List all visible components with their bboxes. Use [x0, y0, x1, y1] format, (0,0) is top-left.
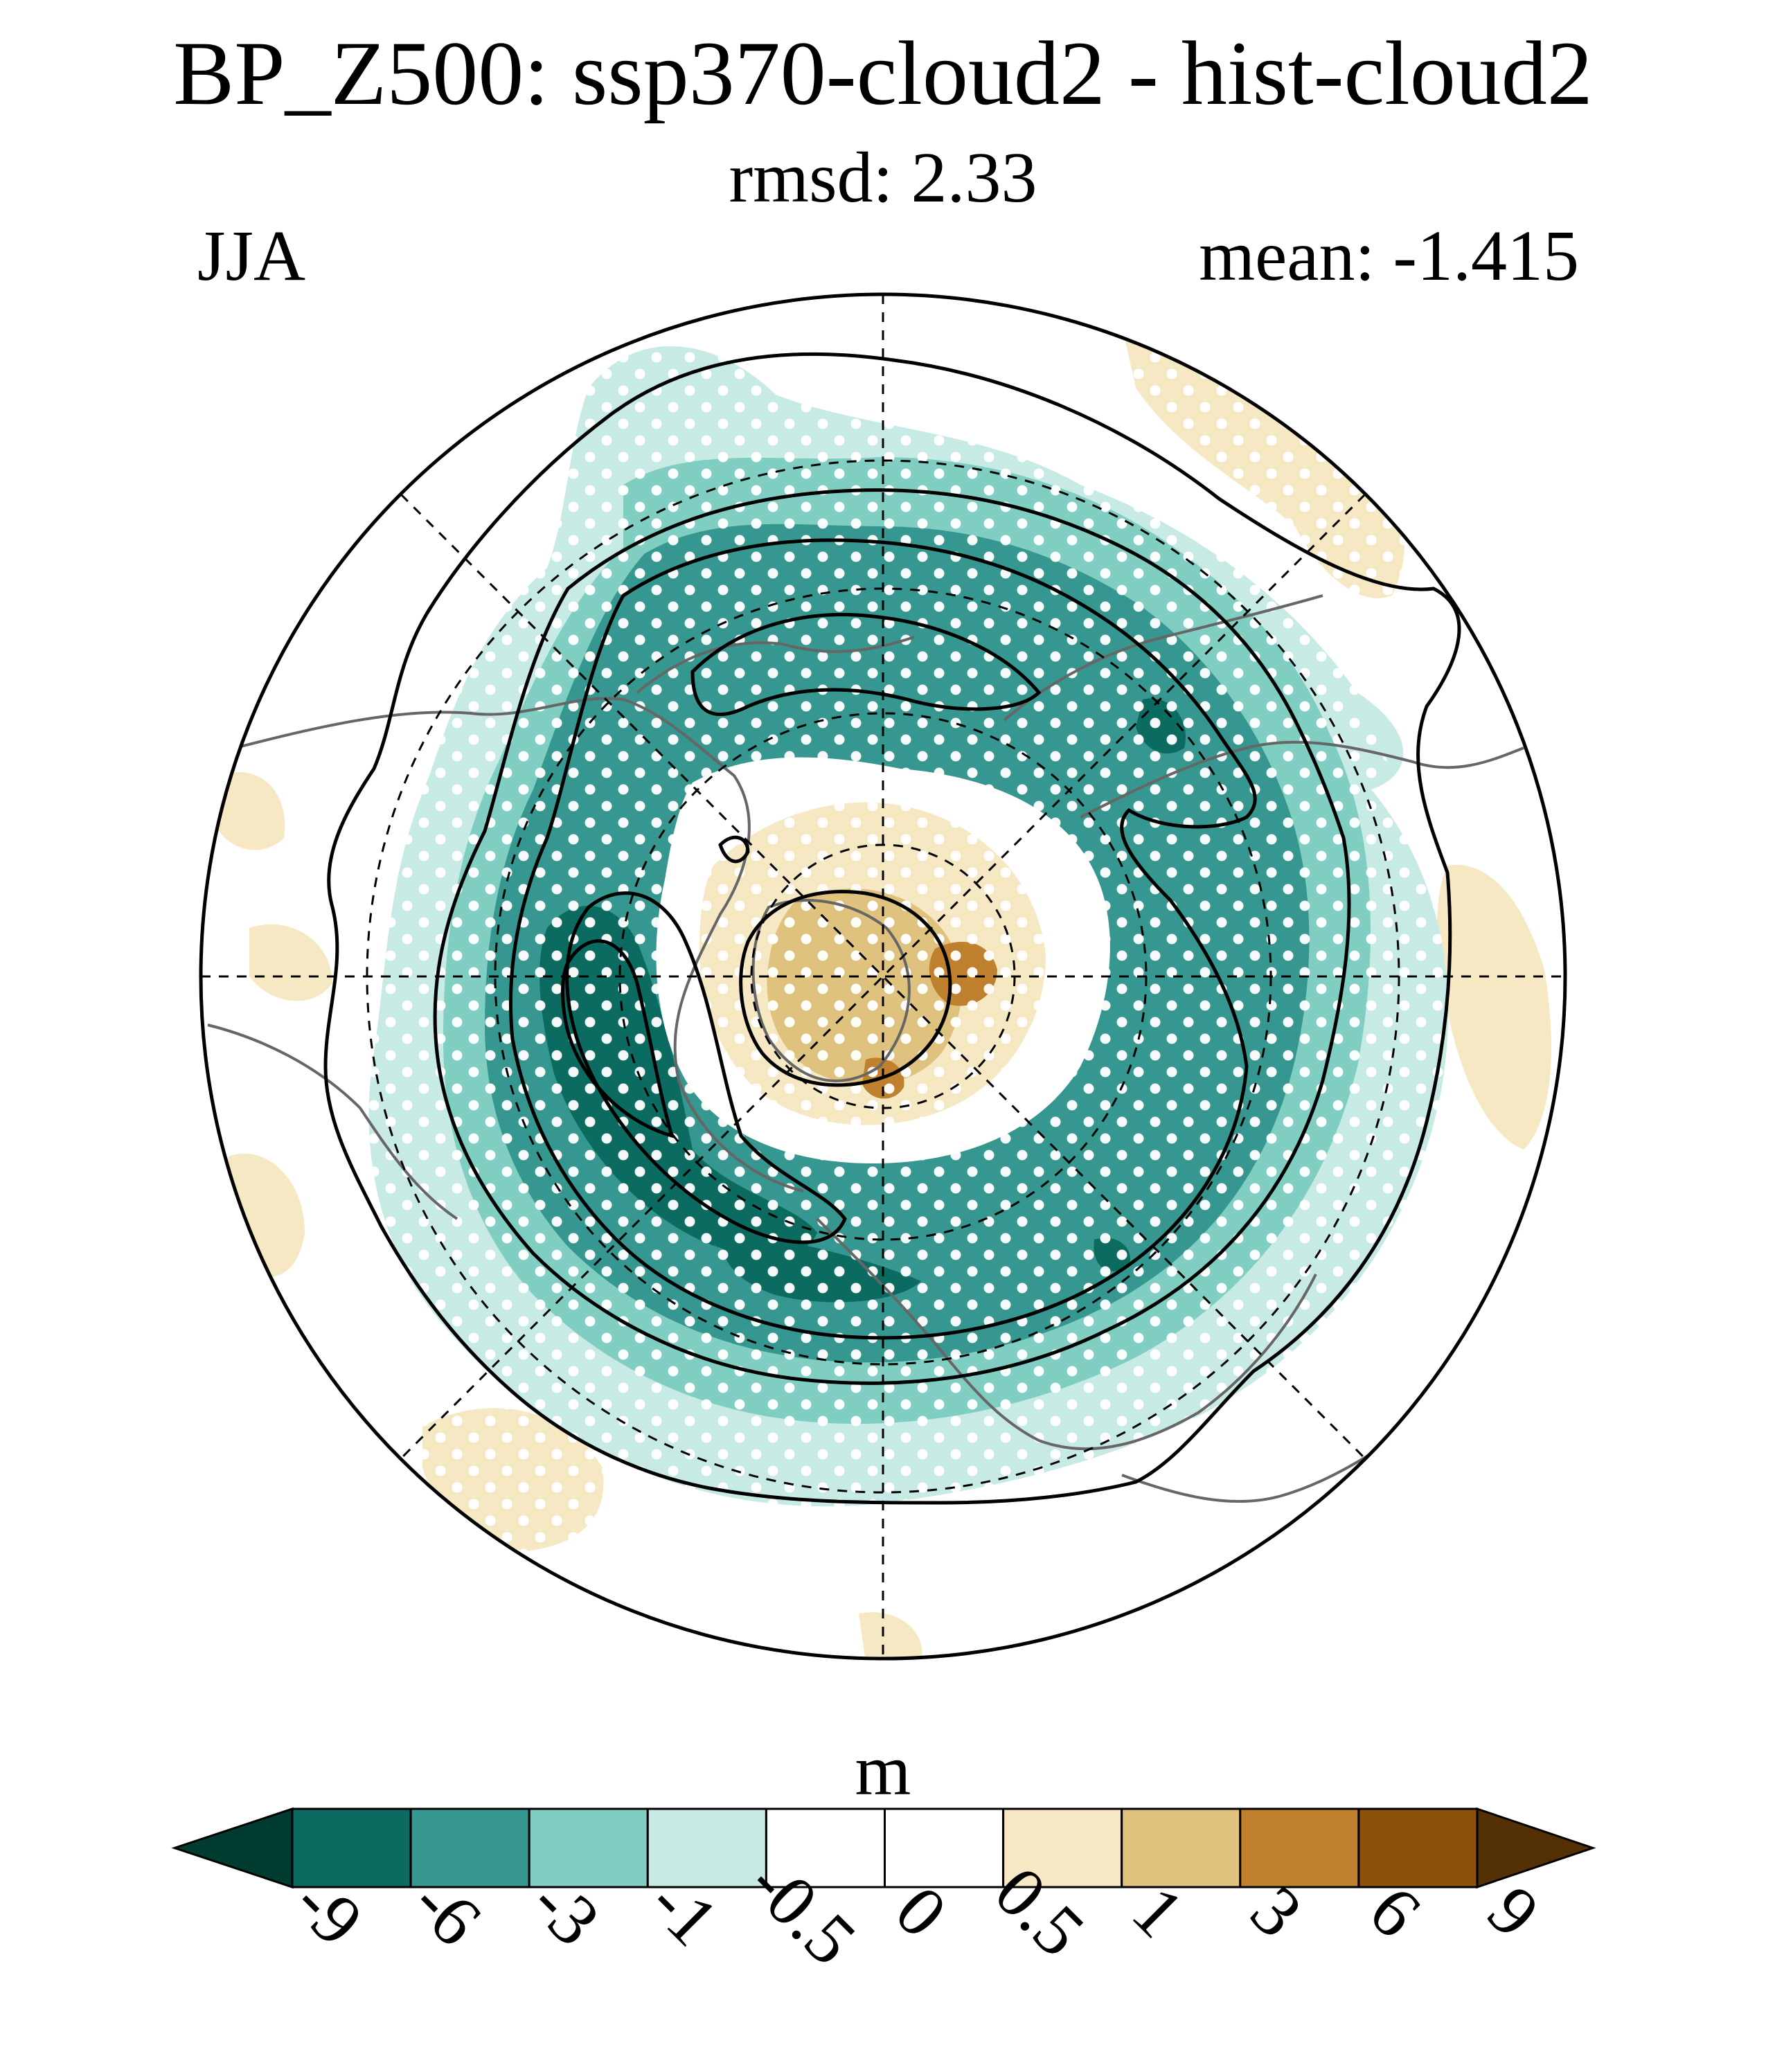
contour-3 — [508, 538, 1257, 1340]
meridian-diag-2 — [400, 493, 1366, 1460]
map-title: BP_Z500: ssp370-cloud2 - hist-cloud2 — [173, 22, 1593, 124]
coastline-europe — [816, 1217, 1317, 1451]
coastline-north-america — [207, 697, 804, 1193]
colorbar: -9 -6 -3 -1 -0.5 0 0.5 1 3 6 9 — [171, 1807, 1596, 1980]
contour-small-ring — [718, 835, 750, 864]
colorbar-box — [646, 1807, 767, 1888]
contour-pole — [739, 890, 952, 1087]
coastlines — [207, 594, 1524, 1503]
contour-4 — [690, 613, 1042, 716]
contour-outer — [323, 352, 1461, 1505]
stippling-patch-sw — [422, 1408, 604, 1551]
season-label: JJA — [197, 216, 306, 296]
colorbar-box — [409, 1807, 530, 1888]
colorbar-box — [528, 1807, 649, 1888]
coastline-alaska — [636, 636, 915, 694]
coastline-asia — [1080, 740, 1524, 819]
contour-2 — [433, 488, 1351, 1385]
colorbar-units: m — [855, 1731, 911, 1810]
colorbar-box — [884, 1807, 1005, 1888]
rmsd-label: rmsd: 2.33 — [729, 138, 1037, 217]
colorbar-box — [1002, 1807, 1123, 1888]
graticule — [201, 294, 1565, 1659]
map-boundary — [199, 292, 1567, 1661]
contour-6-west — [561, 939, 675, 1138]
contour-5-west — [565, 891, 847, 1244]
mean-label: mean: -1.415 — [1199, 216, 1579, 296]
coastline-siberia — [1003, 594, 1323, 722]
colorbar-triangle-low — [171, 1807, 294, 1889]
colorbar-triangle-high — [1476, 1807, 1596, 1889]
colorbar-box — [765, 1807, 886, 1888]
positive-patch-west-2 — [215, 771, 285, 850]
stippling-patch-ne — [1122, 324, 1405, 598]
shaded-field — [215, 324, 1551, 1659]
colorbar-box — [1121, 1807, 1242, 1888]
coastline-greenland — [751, 899, 911, 1082]
positive-patch-nw — [249, 924, 332, 1001]
coastline-west-coast — [207, 1024, 458, 1220]
positive-patch-east — [1437, 864, 1551, 1150]
meridian-diag-1 — [400, 493, 1366, 1460]
height-contours — [323, 352, 1461, 1505]
positive-patch-south — [859, 1612, 922, 1659]
colorbar-box — [1239, 1807, 1360, 1888]
colorbar-box — [1357, 1807, 1479, 1888]
stippling-ring — [368, 346, 1448, 1507]
colorbar-box — [291, 1807, 412, 1888]
